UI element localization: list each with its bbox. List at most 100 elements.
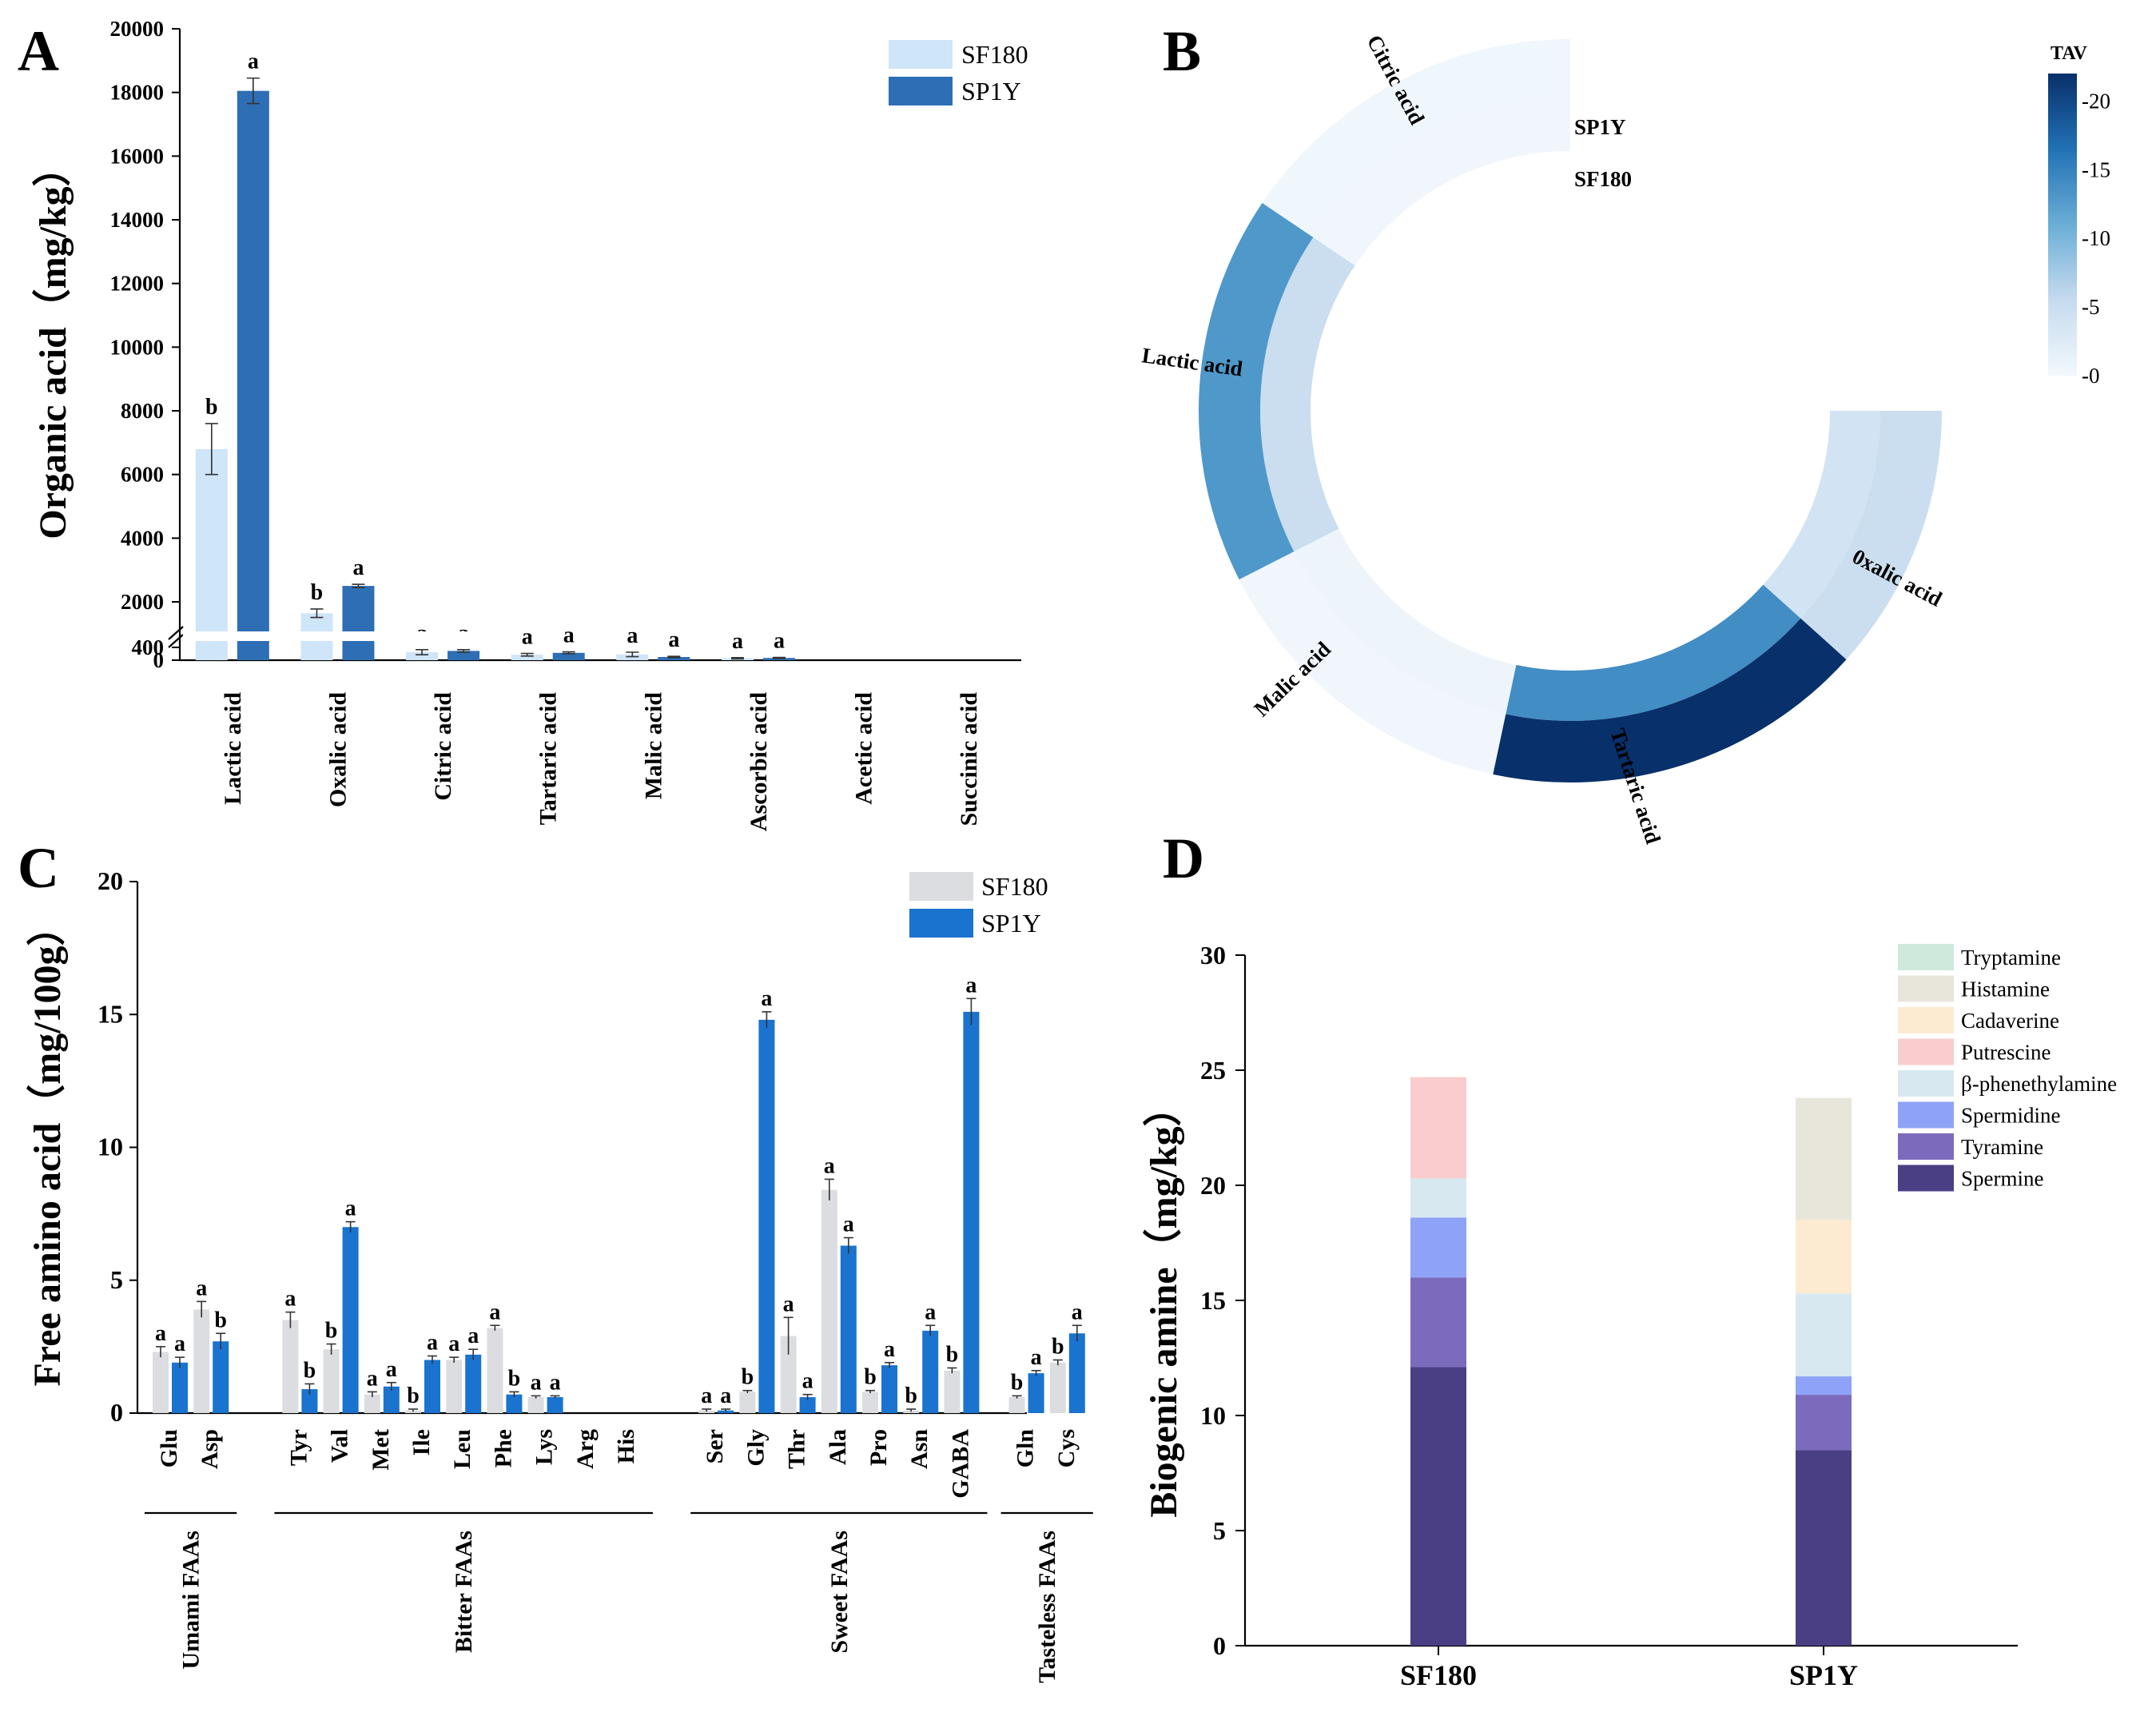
panel-c-category-label: Pro	[865, 1429, 892, 1466]
panel-c-legend-swatch-sf180	[909, 872, 973, 901]
panel-c-bar-sf180-leu	[446, 1360, 463, 1413]
panel-c-bar-sp1y-glu	[172, 1362, 188, 1413]
panel-d-legend-label-putrescine: Putrescine	[1961, 1041, 2051, 1065]
panel-d-letter: D	[1163, 826, 1204, 890]
panel-d-stack-cadaverine-sp1y	[1796, 1220, 1852, 1294]
panel-c-category-label: GABA	[947, 1429, 973, 1499]
panel-c-category-label: Thr	[784, 1429, 810, 1469]
panel-c-significance-letter: a	[196, 1276, 207, 1300]
panel-a-significance-letter: a	[563, 623, 575, 648]
panel-c-category-label: Ala	[825, 1429, 851, 1465]
panel-c-significance-letter: a	[550, 1370, 561, 1395]
panel-d-legend-label-spermidine: Spermidine	[1961, 1104, 2060, 1128]
panel-c-significance-letter: b	[946, 1342, 959, 1367]
panel-c-significance-letter: b	[304, 1358, 316, 1383]
panel-d-legend-swatch-spermidine	[1898, 1101, 1954, 1129]
panel-c-bar-sp1y-met	[383, 1386, 400, 1413]
panel-c-bar-sf180-met	[364, 1394, 380, 1413]
panel-a-category-label: Citric acid	[430, 692, 456, 801]
panel-a-significance-letter: a	[352, 555, 364, 580]
panel-a-bar-sf180-malic-acid	[616, 654, 649, 660]
panel-c-bar-sp1y-asp	[213, 1341, 229, 1413]
panel-c-significance-letter: a	[448, 1332, 459, 1356]
panel-c-bar-sp1y-ala	[840, 1245, 857, 1413]
panel-b-colorbar-tick-label: -15	[2082, 157, 2110, 181]
panel-d-biogenic-amine-chart: D Biogenic amine（mg/kg） 0 5 10 15 20 25 30 SF180 S…	[1143, 826, 2117, 1691]
panel-d-legend-swatch-putrescine	[1898, 1038, 1954, 1065]
panel-c-significance-letter: a	[284, 1287, 296, 1312]
panel-a-significance-letter: a	[522, 625, 533, 650]
panel-d-stack-tyramine-sp1y	[1796, 1395, 1852, 1451]
panel-a-bar-sp1y-oxalic-acid	[342, 586, 375, 660]
panel-c-significance-letter: a	[489, 1300, 500, 1324]
panel-d-legend-swatch-tyramine	[1898, 1133, 1954, 1160]
panel-c-bar-sf180-pro	[862, 1392, 878, 1413]
panel-c-category-label: Gln	[1012, 1429, 1039, 1468]
panel-a-letter: A	[18, 19, 59, 83]
panel-a-bar-sf180-lactic-acid	[195, 448, 228, 660]
panel-b-cell-sp1y-malic-acid	[1239, 551, 1506, 774]
panel-a-y-axis-label: Organic acid（mg/kg）	[32, 148, 74, 539]
panel-c-significance-letter: a	[843, 1212, 854, 1237]
panel-c-y-tick-label: 0	[110, 1398, 123, 1427]
panel-c-significance-letter: a	[720, 1384, 731, 1408]
panel-d-stack-spermidine-sf180	[1410, 1217, 1466, 1278]
panel-a-bar-sf180-tartaric-acid	[511, 655, 543, 660]
panel-c-significance-letter: a	[367, 1366, 378, 1391]
panel-c-category-label: Glu	[156, 1429, 182, 1467]
panel-d-legend-label-histamine: Histamine	[1961, 977, 2050, 1001]
panel-c-category-label: Tyr	[285, 1429, 312, 1466]
panel-c-legend-label-sp1y: SP1Y	[981, 909, 1041, 938]
panel-c-significance-letter: a	[884, 1337, 895, 1362]
panel-a-y-tick-label: 2000	[121, 590, 164, 614]
panel-c-significance-letter: a	[1072, 1300, 1083, 1324]
panel-c-significance-letter: a	[965, 973, 977, 997]
panel-d-stack-spermine-sf180	[1410, 1367, 1466, 1646]
panel-c-bar-sf180-gaba	[944, 1370, 961, 1413]
panel-c-bar-sp1y-ile	[424, 1360, 440, 1413]
panel-a-significance-letter: a	[248, 50, 259, 74]
panel-b-row-label-sp1y: SP1Y	[1574, 115, 1626, 139]
panel-b-cell-sp1y-0xalic-acid	[1800, 411, 1942, 660]
panel-b-colorbar-tick-label: -5	[2082, 295, 2100, 319]
panel-c-bar-sp1y-pro	[881, 1365, 897, 1413]
panel-c-category-label: Phe	[490, 1429, 516, 1467]
panel-a-category-label: Acetic acid	[851, 692, 877, 805]
panel-c-category-label: Val	[327, 1429, 353, 1463]
panel-a-axis-break-mark	[168, 626, 184, 640]
panel-a-y-tick-label: 14000	[110, 208, 165, 232]
panel-a-significance-letter: a	[774, 629, 785, 654]
panel-c-y-axis-label: Free amino acid（mg/100g）	[26, 907, 69, 1386]
panel-a-bar-sf180-citric-acid	[406, 652, 439, 660]
panel-c-bar-sf180-asp	[193, 1309, 210, 1413]
panel-c-category-label: His	[613, 1429, 639, 1463]
panel-c-bar-sp1y-leu	[465, 1354, 482, 1413]
panel-c-bar-sf180-thr	[780, 1336, 797, 1413]
panel-c-significance-letter: b	[742, 1365, 754, 1390]
panel-c-bar-sp1y-asn	[922, 1330, 939, 1413]
panel-c-category-label: Gly	[742, 1429, 769, 1467]
panel-a-legend-swatch-sp1y	[889, 77, 953, 106]
panel-c-significance-letter: a	[824, 1153, 835, 1178]
panel-b-cell-sf180-lactic-acid	[1259, 237, 1355, 552]
panel-a-y-tick-label: 6000	[121, 463, 164, 487]
panel-a-legend-swatch-sf180	[889, 40, 953, 69]
panel-c-bar-sf180-gln	[1008, 1397, 1025, 1413]
panel-d-y-tick-label: 10	[1200, 1401, 1226, 1430]
panel-a-y-tick-label: 4000	[121, 526, 164, 550]
panel-d-y-axis-label: Biogenic amine（mg/kg）	[1143, 1088, 1185, 1517]
panel-c-category-label: Lys	[531, 1429, 558, 1465]
panel-c-group-label-sweet-faas: Sweet FAAs	[826, 1531, 853, 1654]
panel-c-y-tick-label: 10	[97, 1133, 123, 1161]
panel-c-category-label: Asp	[197, 1429, 223, 1469]
panel-c-y-tick-label: 15	[97, 999, 123, 1028]
panel-d-legend-label-tryptamine: Tryptamine	[1961, 946, 2061, 970]
panel-d-y-tick-label: 30	[1200, 941, 1226, 970]
panel-b-cell-sf180-tartaric-acid	[1506, 584, 1801, 721]
panel-c-y-tick-label: 5	[110, 1265, 123, 1294]
panel-c-significance-letter: a	[155, 1321, 166, 1346]
panel-d-category-label: SP1Y	[1789, 1659, 1858, 1691]
panel-a-category-label: Ascorbic acid	[746, 692, 772, 831]
